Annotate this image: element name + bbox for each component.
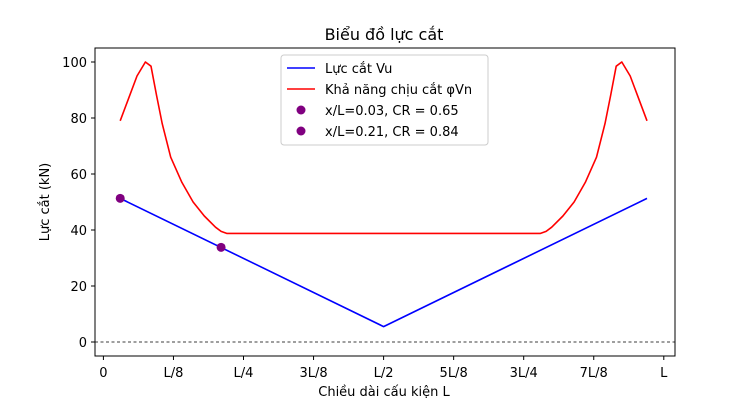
- legend-swatch-point-2: [296, 126, 306, 136]
- chart-title: Biểu đồ lực cắt: [325, 25, 444, 44]
- x-tick-label-1: L/8: [164, 366, 184, 381]
- legend-swatch-point-1: [296, 105, 306, 115]
- legend-box: [280, 54, 489, 146]
- x-axis-label: Chiều dài cấu kiện L: [318, 385, 450, 400]
- y-tick-label-5: 100: [62, 56, 87, 71]
- y-tick-label-2: 40: [70, 224, 87, 239]
- legend: Lực cắt Vu Khả năng chịu cắt φVn x/L=0.03,…: [280, 54, 489, 146]
- x-tick-label-8: L: [660, 366, 668, 381]
- legend-label-point-1: x/L=0.03, CR = 0.65: [325, 104, 459, 119]
- x-tick-label-5: 5L/8: [440, 366, 468, 381]
- x-tick-label-7: 7L/8: [580, 366, 608, 381]
- legend-label-point-2: x/L=0.21, CR = 0.84: [325, 125, 459, 140]
- y-axis-label: Lực cắt (kN): [38, 163, 53, 242]
- y-tick-label-4: 80: [70, 112, 87, 127]
- legend-label-line-1: Lực cắt Vu: [325, 62, 392, 77]
- axis-ticks: 0 L/8 L/4 3L/8 L/2 5L/8 3L/4 7L/8 L 0 20 40 60 80 100: [62, 56, 668, 381]
- marker-point-1: [115, 193, 125, 203]
- x-tick-label-6: 3L/4: [510, 366, 538, 381]
- y-tick-label-0: 0: [79, 336, 87, 351]
- x-tick-label-2: L/4: [234, 366, 254, 381]
- legend-label-line-2: Khả năng chịu cắt φVn: [325, 83, 472, 98]
- x-tick-label-4: L/2: [374, 366, 394, 381]
- y-tick-label-3: 60: [70, 168, 87, 183]
- series-line-1: [119, 197, 648, 328]
- marker-point-2: [216, 242, 226, 252]
- x-tick-label-3: 3L/8: [299, 366, 327, 381]
- plot-area: [95, 61, 675, 343]
- plot-frame: [94, 47, 676, 357]
- x-tick-label-0: 0: [99, 366, 107, 381]
- series-line-2: [119, 61, 648, 235]
- y-tick-label-1: 20: [70, 280, 87, 295]
